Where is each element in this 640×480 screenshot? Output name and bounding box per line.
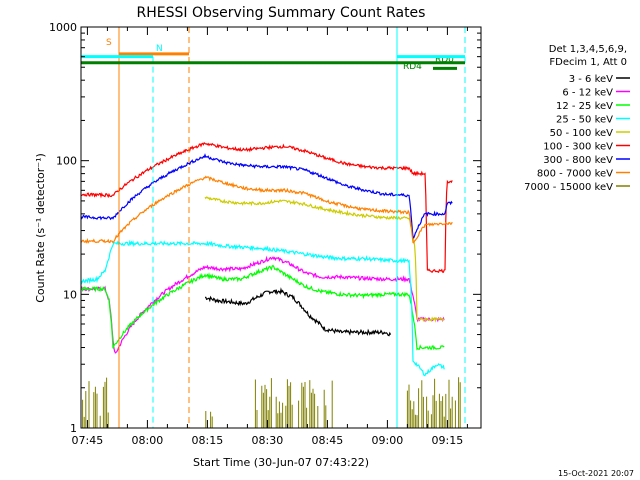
legend-header-line-2: FDecim 1, Att 0 <box>549 57 627 68</box>
legend-label: 50 - 100 keV <box>550 128 614 139</box>
legend-label: 100 - 300 keV <box>543 142 613 153</box>
legend-label: 300 - 800 keV <box>543 155 613 166</box>
series-line-6 <box>80 141 453 274</box>
chart-title: RHESSI Observing Summary Count Rates <box>137 5 426 21</box>
plot-frame <box>80 26 482 429</box>
series-line-5 <box>204 196 445 323</box>
x-axis-title: Start Time (30-Jun-07 07:43:22) <box>193 456 369 469</box>
x-tick-label: 07:45 <box>72 434 104 447</box>
legend-label: 6 - 12 keV <box>562 88 613 99</box>
series-line-2 <box>80 255 445 354</box>
x-tick-label: 08:45 <box>312 434 344 447</box>
legend-label: 800 - 7000 keV <box>537 169 613 180</box>
x-tick-label: 08:15 <box>192 434 224 447</box>
plot-area <box>80 141 461 428</box>
y-tick-label: 100 <box>56 155 77 168</box>
legend-label: 25 - 50 keV <box>556 115 613 126</box>
x-tick-label: 08:00 <box>132 434 164 447</box>
x-tick-label: 08:30 <box>252 434 284 447</box>
y-tick-label: 1000 <box>49 21 77 34</box>
series-line-9 <box>82 377 461 428</box>
legend: Det 1,3,4,5,6,9, FDecim 1, Att 0 3 - 6 k… <box>524 44 630 193</box>
series-line-7 <box>80 153 453 239</box>
series-line-1 <box>205 287 392 337</box>
series-line-3 <box>80 264 445 351</box>
night-label: N <box>156 44 163 54</box>
axes: 1 10 100 1000 07:45 08:00 08:15 08:30 08:45 09:00… <box>49 21 482 447</box>
legend-label: 3 - 6 keV <box>569 74 613 85</box>
annotation-layer: S N RD0 RD4 <box>81 27 466 428</box>
saa-label: S <box>106 38 112 48</box>
x-tick-label: 09:15 <box>432 434 464 447</box>
legend-label: 12 - 25 keV <box>556 101 613 112</box>
y-axis-title: Count Rate (s⁻¹ detector⁻¹) <box>34 153 47 303</box>
y-tick-label: 10 <box>63 288 77 301</box>
series-line-8 <box>80 175 453 244</box>
footer-date: 15-Oct-2021 20:07 <box>558 469 634 478</box>
legend-header-line-1: Det 1,3,4,5,6,9, <box>549 44 627 55</box>
legend-label: 7000 - 15000 keV <box>524 182 613 193</box>
y-tick-label: 1 <box>70 422 77 435</box>
x-tick-label: 09:00 <box>372 434 404 447</box>
rd4-label: RD4 <box>403 62 422 72</box>
series-line-4 <box>80 239 445 377</box>
rd0-label: RD0 <box>435 55 454 65</box>
